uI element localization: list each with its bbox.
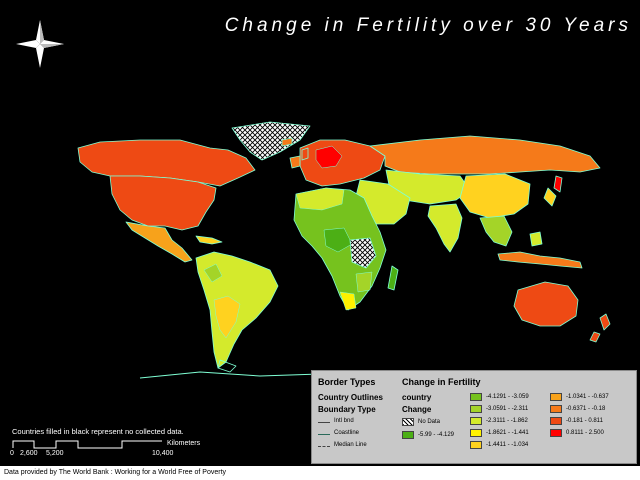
southeast-asia-region xyxy=(479,215,513,247)
north-arrow-compass-icon xyxy=(16,20,64,68)
legend-swatch xyxy=(470,393,482,401)
mexico-region xyxy=(125,221,193,263)
legend-class-label: 0.8111 - 2.500 xyxy=(566,430,604,436)
legend-class-label: -0.6371 - -0.18 xyxy=(566,406,606,412)
scale-bar: Kilometers 0 2,600 5,200 10,400 xyxy=(10,437,222,463)
legend-swatch xyxy=(470,429,482,437)
scale-tick: 2,600 xyxy=(20,450,38,457)
world-map[interactable] xyxy=(0,0,640,466)
usa-region xyxy=(109,175,217,231)
map-legend: Border Types Country Outlines Boundary T… xyxy=(311,370,637,464)
scale-tick: 5,200 xyxy=(46,450,64,457)
legend-country-label: country xyxy=(402,393,432,402)
legend-swatch xyxy=(402,431,414,439)
legend-swatch xyxy=(550,417,562,425)
legend-boundary-heading: Boundary Type xyxy=(318,405,376,414)
legend-class-label: -1.4411 - -1.034 xyxy=(486,442,529,448)
legend-class-label: -1.0341 - -0.637 xyxy=(566,394,609,400)
legend-item-intl-bnd: Intl bnd xyxy=(334,418,354,424)
drc-nodata-region xyxy=(349,237,377,269)
median-line-icon xyxy=(318,446,330,447)
scale-unit: Kilometers xyxy=(167,440,201,447)
legend-change-label: Change xyxy=(402,405,432,414)
map-title: Change in Fertility over 30 Years xyxy=(224,15,632,36)
greenland-region xyxy=(231,121,311,161)
intl-boundary-line-icon xyxy=(318,422,330,423)
china-region xyxy=(459,173,531,219)
legend-nodata-label: No Data xyxy=(418,419,441,425)
scale-tick: 10,400 xyxy=(152,450,174,457)
legend-class-label: -4.1291 - -3.059 xyxy=(486,394,529,400)
indonesia-region xyxy=(497,251,583,269)
legend-class-label: -0.181 - 0.811 xyxy=(566,418,603,424)
india-region xyxy=(427,203,463,253)
australia-region xyxy=(513,281,579,327)
legend-class-label: -1.8621 - -1.441 xyxy=(486,430,529,436)
canada-region xyxy=(77,139,256,187)
russia-region xyxy=(369,135,601,175)
legend-border-heading: Border Types xyxy=(318,377,376,387)
legend-item-median-line: Median Line xyxy=(334,442,367,448)
legend-item-coastline: Coastline xyxy=(334,430,360,436)
scale-tick: 0 xyxy=(10,450,14,457)
legend-country-outlines: Country Outlines xyxy=(318,393,383,402)
caribbean-region xyxy=(195,235,223,245)
data-credit: Data provided by The World Bank : Workin… xyxy=(4,469,227,476)
legend-class-label: -2.3111 - -1.862 xyxy=(486,418,528,424)
legend-swatch xyxy=(470,417,482,425)
legend-change-heading: Change in Fertility xyxy=(402,377,481,387)
no-data-note: Countries filled in black represent no c… xyxy=(12,427,184,436)
legend-class-label: -3.0591 - -2.311 xyxy=(486,406,529,412)
legend-class-label: -5.99 - -4.129 xyxy=(418,432,455,438)
nodata-swatch xyxy=(402,418,414,426)
legend-swatch xyxy=(550,405,562,413)
legend-swatch xyxy=(550,429,562,437)
coastline-line-icon xyxy=(318,434,330,435)
scale-bar-graphic xyxy=(12,440,162,449)
legend-swatch xyxy=(550,393,562,401)
map-frame: Change in Fertility over 30 Years Countr… xyxy=(0,0,640,466)
legend-swatch xyxy=(470,441,482,449)
legend-swatch xyxy=(470,405,482,413)
